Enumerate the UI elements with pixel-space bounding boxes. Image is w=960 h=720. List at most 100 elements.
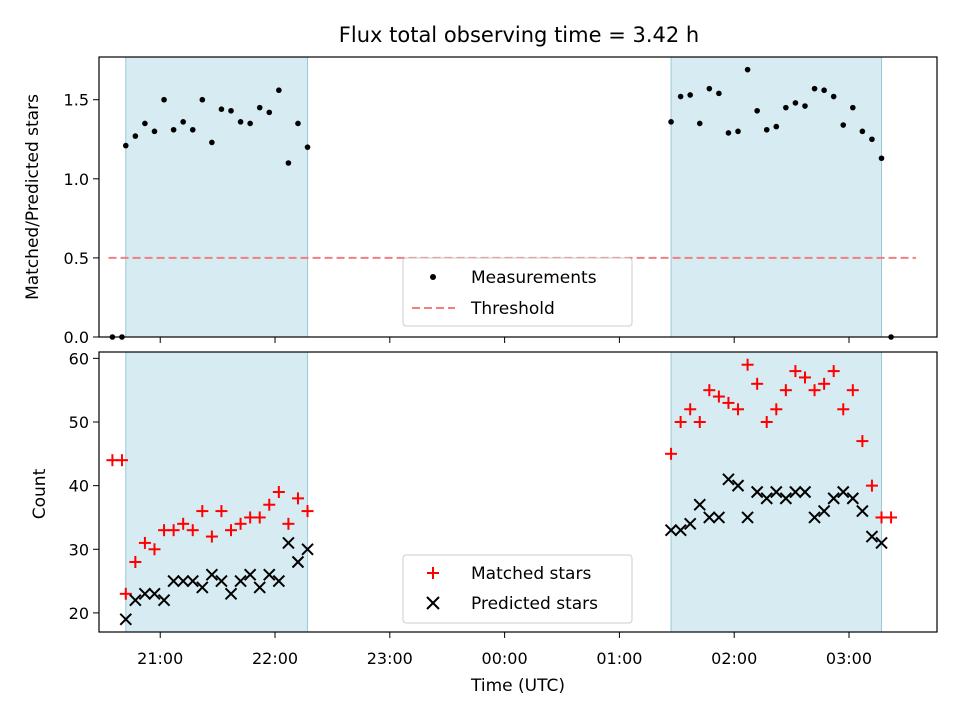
x-tick-label: 00:00 xyxy=(482,649,528,668)
matched-star-marker xyxy=(205,530,218,543)
y-tick-label: 60 xyxy=(69,349,89,368)
measurement-point xyxy=(256,104,263,111)
predicted-star-marker xyxy=(215,574,228,588)
matched-star-marker xyxy=(301,505,314,518)
measurement-point xyxy=(821,87,827,94)
matched-star-marker xyxy=(225,524,238,537)
measurement-point xyxy=(677,93,684,100)
measurement-point xyxy=(266,109,273,116)
matched-star-marker xyxy=(732,403,745,416)
matched-star-marker xyxy=(789,365,802,378)
matched-star-marker xyxy=(722,396,735,409)
bottom-panel: 20 30 40 50 60 21:00 22:00 23:00 00:00 01:00 02:0… xyxy=(30,349,938,696)
matched-star-marker xyxy=(684,403,697,416)
predicted-star-marker xyxy=(703,511,716,524)
measurement-point xyxy=(744,66,751,73)
y-tick-label: 50 xyxy=(69,413,89,432)
predicted-star-marker xyxy=(808,511,821,524)
matched-star-marker xyxy=(770,403,783,416)
predicted-star-marker xyxy=(722,473,735,486)
predicted-star-marker xyxy=(712,511,726,524)
y-tick-label: 0.0 xyxy=(64,328,89,347)
measurement-point xyxy=(142,120,148,127)
matched-star-marker xyxy=(234,517,247,530)
top-axes-frame xyxy=(98,56,938,338)
predicted-star-marker xyxy=(760,492,773,505)
matched-star-marker xyxy=(712,390,725,403)
predicted-star-marker xyxy=(779,492,793,505)
matched-star-marker xyxy=(846,384,859,397)
x-tick-label: 23:00 xyxy=(367,649,413,668)
measurement-point xyxy=(218,106,225,113)
predicted-star-marker xyxy=(817,504,831,518)
matched-star-marker xyxy=(253,511,266,524)
measurement-point xyxy=(706,85,713,92)
predicted-star-marker xyxy=(875,536,888,550)
measurement-point xyxy=(668,119,674,125)
matched-star-marker xyxy=(760,416,773,428)
matched-star-marker xyxy=(703,384,716,397)
predicted-star-marker xyxy=(148,587,161,601)
measurement-point xyxy=(696,120,703,127)
measurement-point xyxy=(285,160,292,166)
matched-star-marker xyxy=(674,416,687,428)
matched-star-marker xyxy=(186,524,199,537)
measurement-point xyxy=(180,119,186,125)
observing-interval-shade xyxy=(671,57,882,337)
top-x-axis-ticks xyxy=(159,337,850,343)
x-tick-label: 03:00 xyxy=(826,649,872,668)
top-legend-box xyxy=(402,257,633,327)
x-tick-label: 21:00 xyxy=(137,649,183,668)
measurement-point xyxy=(209,139,215,146)
matched-star-marker xyxy=(865,479,878,492)
top-y-axis-ticks: 0.0 0.5 1.0 1.5 xyxy=(64,91,99,347)
bottom-y-axis-label: Count xyxy=(30,468,50,519)
x-tick-label: 02:00 xyxy=(711,649,757,668)
predicted-star-marker xyxy=(789,485,802,499)
predicted-star-marker xyxy=(167,574,180,588)
measurement-point xyxy=(773,123,780,130)
legend-matched-label: Matched stars xyxy=(471,564,591,584)
predicted-star-marker xyxy=(243,568,257,581)
measurement-point xyxy=(802,103,808,109)
measurement-point xyxy=(850,104,856,111)
x-tick-label: 01:00 xyxy=(596,649,642,668)
matched-star-marker xyxy=(291,492,304,505)
legend-measurements-marker xyxy=(430,274,436,280)
measurement-point xyxy=(792,100,799,106)
measurement-point xyxy=(132,133,139,139)
matched-star-marker xyxy=(119,587,132,600)
measurement-point xyxy=(725,130,732,136)
matched-star-marker xyxy=(751,377,764,390)
top-legend: Measurements Threshold xyxy=(402,257,633,327)
measurement-point xyxy=(878,155,885,162)
matched-star-marker xyxy=(282,517,295,530)
matched-star-marker xyxy=(827,365,840,378)
bottom-legend: Matched stars Predicted stars xyxy=(402,554,633,624)
predicted-star-marker xyxy=(176,574,190,588)
measurement-point xyxy=(122,142,129,149)
measurement-point xyxy=(687,92,693,98)
matched-star-marker xyxy=(138,536,151,549)
observing-interval-shade xyxy=(125,57,308,337)
top-panel: 0.0 0.5 1.0 1.5 Matched/Predicted stars Mea… xyxy=(23,56,938,347)
predicted-star-marker xyxy=(827,492,840,505)
predicted-star-marker xyxy=(272,574,286,588)
y-tick-label: 1.0 xyxy=(64,170,89,189)
measurement-point xyxy=(295,120,301,127)
predicted-star-marker xyxy=(741,511,754,524)
predicted-star-marker xyxy=(683,517,697,531)
predicted-star-marker xyxy=(196,581,209,594)
top-y-axis-label: Matched/Predicted stars xyxy=(23,94,43,300)
y-tick-label: 40 xyxy=(69,477,89,496)
predicted-star-marker xyxy=(282,536,295,550)
predicted-star-marker xyxy=(129,593,142,607)
matched-star-marker xyxy=(167,524,180,537)
measurement-point xyxy=(716,90,722,97)
measurement-point xyxy=(247,120,253,127)
matched-star-marker xyxy=(177,517,190,530)
y-tick-label: 0.5 xyxy=(64,249,89,268)
measurement-point xyxy=(811,85,818,92)
y-tick-label: 30 xyxy=(69,540,89,559)
matched-star-marker xyxy=(693,416,706,428)
